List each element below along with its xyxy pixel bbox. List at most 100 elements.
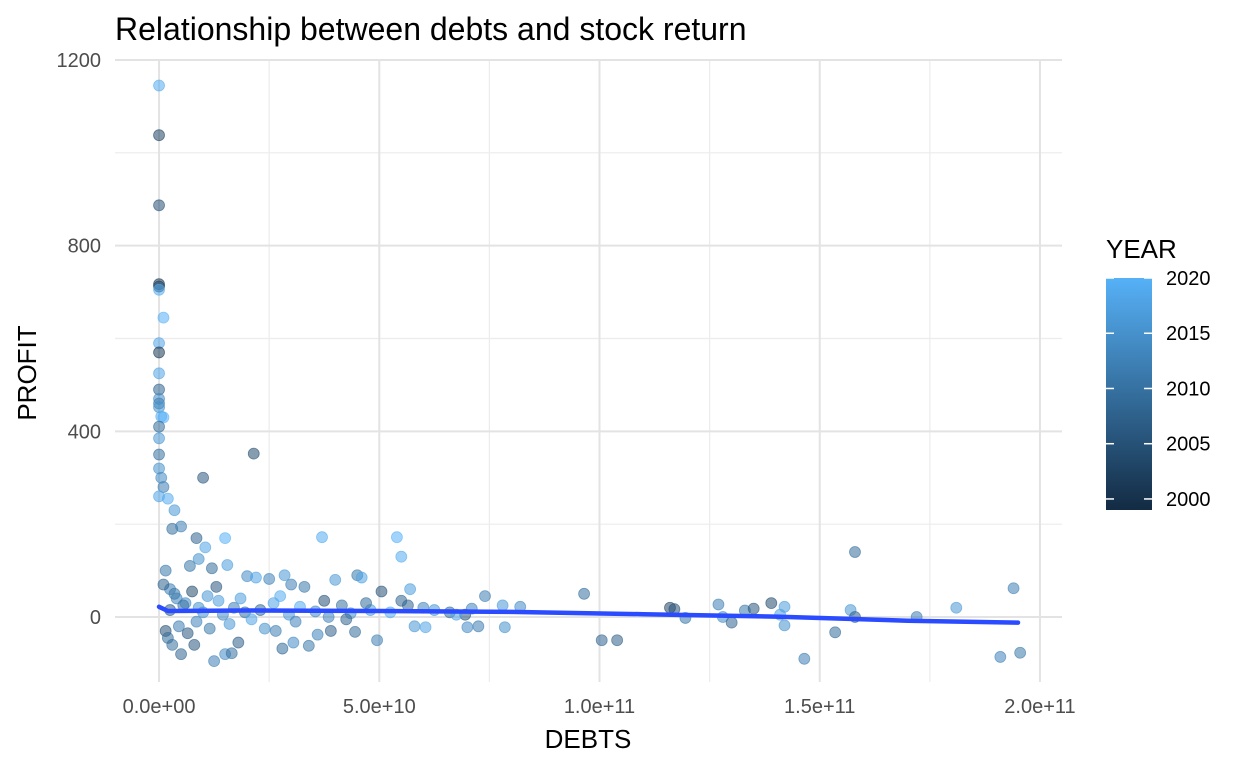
- y-tick-label: 400: [68, 421, 101, 443]
- data-point: [298, 580, 311, 593]
- data-point: [390, 531, 403, 544]
- data-point: [404, 583, 417, 596]
- data-point: [994, 651, 1007, 663]
- data-point: [221, 559, 234, 571]
- data-point: [285, 578, 298, 591]
- data-point: [210, 580, 223, 593]
- data-point: [498, 621, 511, 634]
- smooth-line: [156, 604, 1021, 625]
- data-point: [258, 622, 271, 635]
- minor-gridlines: [115, 60, 1062, 682]
- data-point: [595, 634, 608, 647]
- data-point: [360, 597, 372, 609]
- data-point: [950, 601, 963, 614]
- data-point: [223, 618, 236, 630]
- x-axis-title: DEBTS: [545, 724, 632, 754]
- scatter-points: [153, 79, 1027, 668]
- data-point: [212, 594, 225, 607]
- legend-tick-label: 2005: [1166, 434, 1211, 456]
- data-point: [274, 590, 287, 603]
- data-point: [269, 625, 282, 637]
- year-legend: YEAR 2020 2015 2010 2005 2000: [1106, 234, 1211, 511]
- data-point: [199, 541, 212, 554]
- data-point: [611, 634, 624, 647]
- data-point: [250, 571, 262, 584]
- data-point: [208, 655, 221, 668]
- data-point: [263, 573, 276, 585]
- data-point: [798, 652, 811, 665]
- data-point: [153, 420, 165, 433]
- x-axis-ticks: 0.0e+00 5.0e+10 1.0e+11 1.5e+11 2.0e+11: [123, 696, 1076, 718]
- data-point: [322, 611, 335, 623]
- y-tick-label: 0: [90, 607, 101, 629]
- legend-colorbar: [1106, 278, 1152, 510]
- data-point: [461, 621, 474, 634]
- y-tick-label: 1200: [57, 50, 102, 72]
- data-point: [311, 628, 324, 641]
- y-axis-ticks: 0 400 800 1200: [57, 50, 102, 629]
- data-point: [190, 532, 203, 545]
- data-point: [190, 615, 203, 628]
- data-point: [355, 571, 368, 584]
- data-point: [153, 432, 165, 445]
- data-point: [375, 585, 388, 598]
- data-point: [234, 592, 247, 605]
- data-point: [395, 550, 408, 563]
- data-point: [153, 79, 165, 92]
- smooth-trend: [156, 604, 1021, 625]
- data-point: [340, 613, 353, 626]
- data-point: [175, 648, 187, 661]
- data-point: [419, 621, 432, 634]
- data-point: [349, 625, 361, 638]
- data-point: [159, 564, 172, 577]
- data-point: [247, 447, 260, 460]
- data-point: [1007, 582, 1020, 595]
- legend-tick-label: 2020: [1166, 268, 1211, 290]
- x-tick-label: 0.0e+00: [123, 696, 196, 718]
- data-point: [186, 585, 198, 598]
- data-point: [153, 346, 165, 359]
- data-point: [479, 590, 491, 603]
- x-tick-label: 2.0e+11: [1004, 696, 1075, 718]
- data-point: [157, 578, 170, 591]
- data-point: [197, 471, 209, 484]
- data-point: [153, 367, 165, 380]
- y-tick-label: 800: [68, 236, 101, 258]
- data-point: [496, 599, 509, 612]
- data-point: [232, 636, 245, 649]
- data-point: [161, 632, 174, 644]
- data-point: [245, 613, 258, 626]
- data-point: [829, 626, 842, 639]
- data-point: [168, 587, 181, 600]
- data-point: [472, 620, 485, 633]
- data-point: [712, 598, 725, 611]
- legend-ticks: 2020 2015 2010 2005 2000: [1106, 268, 1211, 511]
- data-point: [287, 636, 300, 649]
- data-point: [278, 569, 291, 582]
- data-point: [778, 619, 791, 632]
- major-gridlines: [115, 59, 1062, 682]
- data-point: [778, 600, 791, 613]
- data-point: [153, 129, 165, 142]
- data-point: [168, 504, 181, 517]
- data-point: [289, 615, 302, 628]
- data-point: [316, 531, 328, 544]
- data-point: [153, 283, 165, 296]
- legend-tick-label: 2015: [1166, 323, 1211, 345]
- x-tick-label: 1.0e+11: [564, 696, 635, 718]
- legend-title: YEAR: [1106, 234, 1177, 264]
- data-point: [183, 560, 196, 572]
- data-point: [765, 597, 778, 609]
- data-point: [408, 620, 421, 633]
- legend-tick-label: 2000: [1166, 489, 1211, 511]
- data-point: [219, 532, 232, 545]
- data-point: [206, 562, 218, 575]
- x-tick-label: 5.0e+10: [343, 696, 416, 718]
- data-point: [324, 625, 337, 637]
- data-point: [578, 587, 590, 600]
- data-point: [329, 573, 342, 586]
- data-point: [181, 627, 194, 640]
- legend-tick-label: 2010: [1166, 378, 1211, 400]
- data-point: [175, 520, 187, 533]
